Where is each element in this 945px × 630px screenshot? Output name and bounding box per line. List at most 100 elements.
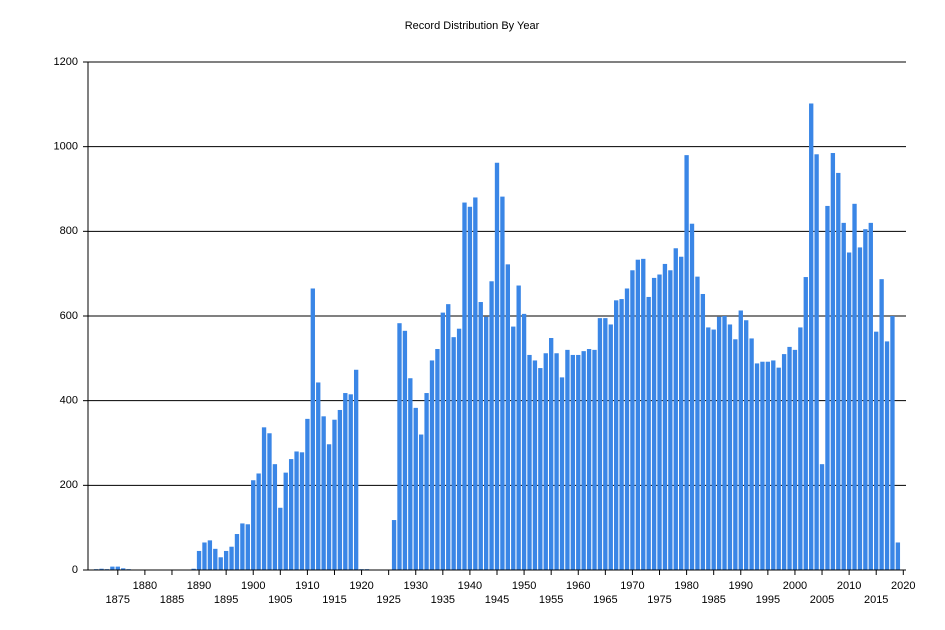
bar xyxy=(196,550,202,570)
bar xyxy=(353,369,359,570)
x-tick-label: 1925 xyxy=(376,594,400,606)
bar xyxy=(754,363,760,570)
x-tick-label: 1920 xyxy=(349,580,373,592)
bar xyxy=(874,331,879,570)
bar xyxy=(413,407,418,570)
x-tick-label: 1910 xyxy=(295,580,319,592)
bar xyxy=(489,281,494,570)
x-tick-label: 1970 xyxy=(620,580,644,592)
bar xyxy=(267,433,272,570)
bar xyxy=(895,542,901,570)
y-tick-label: 200 xyxy=(60,479,78,491)
bar xyxy=(635,259,641,570)
y-tick-label: 400 xyxy=(60,395,78,407)
bar xyxy=(332,419,337,570)
bar xyxy=(586,349,592,570)
x-tick-label: 1930 xyxy=(403,580,427,592)
bar xyxy=(787,346,792,570)
bar xyxy=(722,316,727,570)
bar xyxy=(429,360,435,570)
bar xyxy=(781,354,787,570)
bar xyxy=(283,472,288,570)
bar xyxy=(819,464,825,570)
bar xyxy=(630,270,635,570)
x-tick-label: 1955 xyxy=(539,594,563,606)
chart-title: Record Distribution By Year xyxy=(405,20,540,32)
x-tick-label: 1915 xyxy=(322,594,346,606)
x-tick-label: 1975 xyxy=(647,594,671,606)
bar xyxy=(559,377,565,570)
x-tick-label: 2000 xyxy=(783,580,807,592)
bar xyxy=(505,264,511,570)
bar xyxy=(516,285,521,570)
bar xyxy=(256,473,261,570)
bar xyxy=(771,360,776,570)
bar xyxy=(115,566,120,570)
bar xyxy=(483,316,489,570)
bar xyxy=(700,293,706,570)
bar xyxy=(597,318,603,570)
bar xyxy=(576,354,581,570)
x-tick-label: 1940 xyxy=(458,580,482,592)
bar xyxy=(646,296,651,570)
x-tick-label: 1905 xyxy=(268,594,292,606)
bar xyxy=(343,393,348,570)
bar xyxy=(879,279,884,570)
x-tick-label: 2010 xyxy=(837,580,861,592)
bar xyxy=(565,349,570,570)
bar xyxy=(554,353,559,570)
bar xyxy=(527,354,532,570)
bar xyxy=(462,202,467,570)
y-tick-label: 0 xyxy=(72,564,78,576)
bar xyxy=(397,323,402,570)
x-tick-label: 1980 xyxy=(674,580,698,592)
bar xyxy=(229,546,234,570)
bar xyxy=(890,316,895,570)
x-tick-label: 1880 xyxy=(133,580,157,592)
bar xyxy=(689,223,695,571)
y-tick-label: 800 xyxy=(60,225,78,237)
bar xyxy=(662,263,668,570)
bar xyxy=(803,277,808,570)
x-tick-label: 1900 xyxy=(241,580,265,592)
bar xyxy=(679,256,684,570)
bar xyxy=(884,341,890,570)
x-tick-label: 1960 xyxy=(566,580,590,592)
bar xyxy=(543,353,548,570)
x-tick-label: 1935 xyxy=(431,594,455,606)
bar xyxy=(207,540,213,570)
bar xyxy=(614,300,619,570)
bar xyxy=(836,172,841,570)
bar xyxy=(809,103,814,570)
bar xyxy=(348,394,353,570)
bar xyxy=(608,324,613,570)
bar xyxy=(223,550,229,570)
bar xyxy=(310,288,315,570)
bar xyxy=(673,248,678,570)
bar xyxy=(744,320,749,570)
y-tick-label: 600 xyxy=(60,310,78,322)
bar xyxy=(435,349,440,570)
x-tick-label: 1885 xyxy=(160,594,184,606)
bar xyxy=(456,328,462,570)
bar xyxy=(619,299,624,570)
bar xyxy=(792,349,798,570)
bar xyxy=(695,276,700,570)
bar xyxy=(857,247,863,571)
x-tick-label: 1945 xyxy=(485,594,509,606)
bar xyxy=(749,338,754,570)
bar xyxy=(733,339,738,570)
bar xyxy=(814,154,819,570)
x-tick-label: 2005 xyxy=(810,594,834,606)
bar xyxy=(446,304,451,570)
bar xyxy=(321,416,326,570)
bar xyxy=(738,310,743,570)
x-tick-label: 2020 xyxy=(891,580,915,592)
x-tick-label: 2015 xyxy=(864,594,888,606)
bar xyxy=(500,196,505,570)
bar xyxy=(121,568,126,570)
bar xyxy=(716,316,722,570)
x-tick-label: 1950 xyxy=(512,580,536,592)
bar xyxy=(651,277,657,570)
